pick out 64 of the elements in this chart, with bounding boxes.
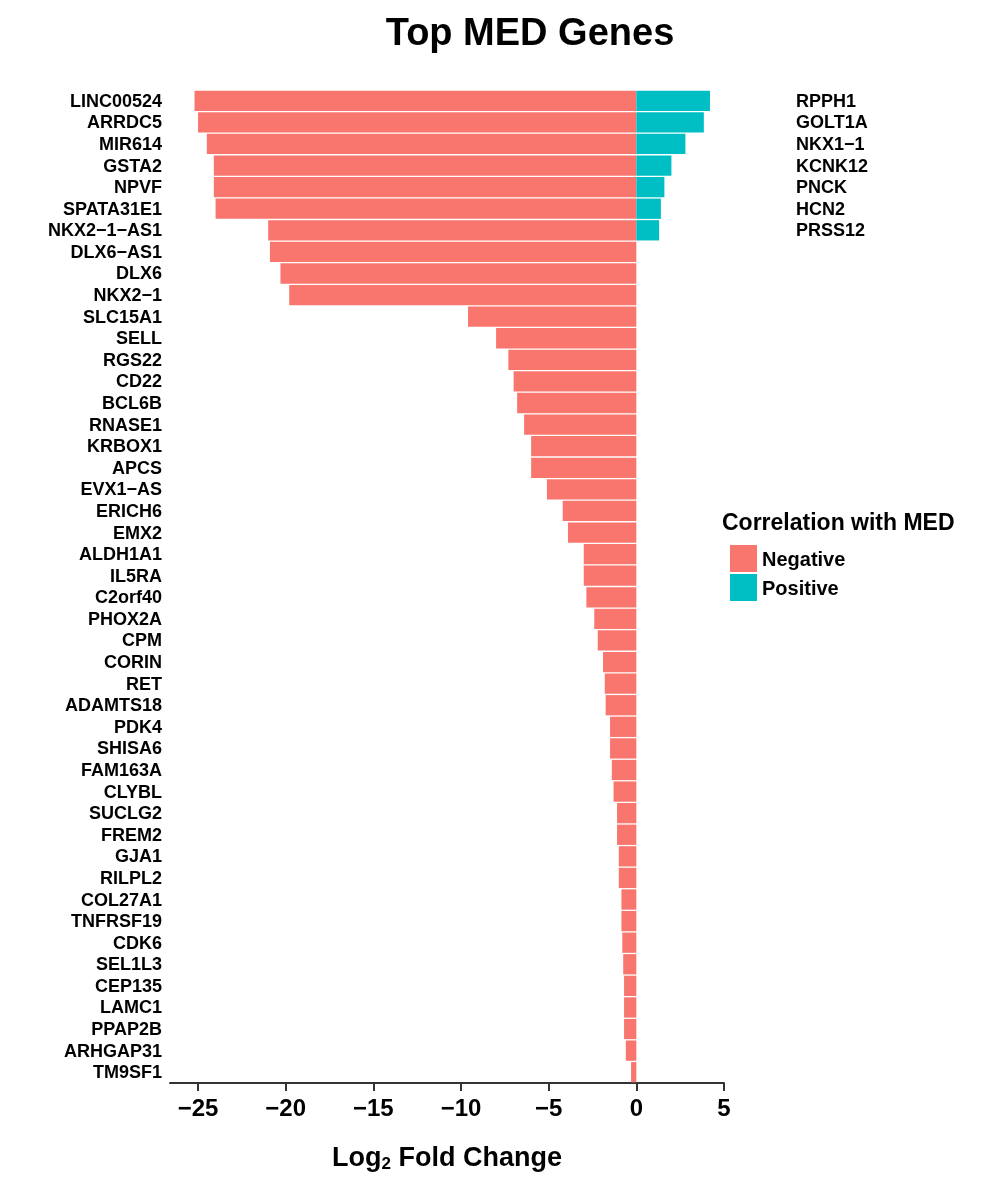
y2-tick-label: PNCK bbox=[796, 177, 848, 198]
y-tick-label: MIR614 bbox=[98, 133, 162, 154]
y-tick-label: ERICH6 bbox=[95, 500, 162, 521]
y-tick-label: NKX2−1−AS1 bbox=[47, 220, 162, 241]
y-tick-label: IL5RA bbox=[109, 565, 162, 586]
y-tick-label: NPVF bbox=[113, 177, 162, 198]
y2-tick-label: GOLT1A bbox=[796, 112, 868, 133]
y-tick-label: SHISA6 bbox=[96, 738, 162, 759]
y-tick-label: SELL bbox=[115, 328, 162, 349]
y-tick-label: GJA1 bbox=[114, 846, 162, 867]
y-tick-label: CEP135 bbox=[94, 975, 162, 996]
y-tick-label: LINC00524 bbox=[69, 90, 162, 111]
legend-title: Correlation with MED bbox=[722, 508, 955, 535]
y2-tick-label: PRSS12 bbox=[796, 220, 866, 241]
y-tick-label: DLX6−AS1 bbox=[70, 241, 162, 262]
x-tick-label: −15 bbox=[353, 1093, 394, 1121]
y-tick-label: PHOX2A bbox=[87, 608, 162, 629]
y-tick-label: RET bbox=[126, 673, 162, 694]
x-tick-label: −10 bbox=[440, 1093, 482, 1121]
x-tick-label: −25 bbox=[177, 1093, 219, 1121]
y-tick-label: ARRDC5 bbox=[86, 112, 162, 133]
y-tick-label: SEL1L3 bbox=[95, 954, 162, 975]
y-tick-label: ARHGAP31 bbox=[63, 1040, 162, 1061]
y-tick-label: C2orf40 bbox=[94, 587, 162, 608]
y-tick-label: KRBOX1 bbox=[86, 436, 162, 457]
y-tick-label: DLX6 bbox=[115, 263, 162, 284]
y2-tick-label: NKX1−1 bbox=[796, 133, 865, 154]
y-tick-label: GSTA2 bbox=[103, 155, 162, 176]
y-tick-label: FAM163A bbox=[80, 759, 162, 780]
y-tick-label: SPATA31E1 bbox=[62, 198, 162, 219]
y-tick-label: CORIN bbox=[104, 652, 162, 673]
y-tick-label: ALDH1A1 bbox=[78, 544, 162, 565]
y-tick-label: NKX2−1 bbox=[93, 285, 162, 306]
y-tick-label: RNASE1 bbox=[88, 414, 162, 435]
y-tick-label: LAMC1 bbox=[100, 997, 162, 1018]
y-tick-label: EMX2 bbox=[112, 522, 162, 543]
y-tick-label: CDK6 bbox=[112, 932, 162, 953]
y-tick-label: BCL6B bbox=[101, 393, 162, 414]
y-tick-label: FREM2 bbox=[100, 824, 162, 845]
y-tick-label: PPAP2B bbox=[91, 1019, 162, 1040]
y-tick-label: CLYBL bbox=[103, 781, 162, 802]
y-tick-label: COL27A1 bbox=[80, 889, 162, 910]
legend-label: Negative bbox=[762, 547, 846, 570]
x-tick-label: 5 bbox=[717, 1093, 731, 1121]
y-tick-label: CPM bbox=[122, 630, 162, 651]
x-tick-label: −20 bbox=[265, 1093, 307, 1121]
legend-label: Positive bbox=[762, 576, 839, 599]
y-tick-label: ADAMTS18 bbox=[64, 695, 162, 716]
y-tick-label: PDK4 bbox=[113, 716, 162, 737]
y2-tick-label: HCN2 bbox=[796, 198, 846, 219]
y-tick-label: RGS22 bbox=[102, 349, 162, 370]
y-tick-label: APCS bbox=[111, 457, 162, 478]
y-tick-label: SLC15A1 bbox=[82, 306, 162, 327]
chart-title: Top MED Genes bbox=[385, 11, 675, 53]
y-tick-label: TM9SF1 bbox=[92, 1062, 162, 1083]
y-tick-label: SUCLG2 bbox=[88, 803, 162, 824]
y2-tick-label: RPPH1 bbox=[796, 90, 857, 111]
y-tick-label: EVX1−AS bbox=[80, 479, 162, 500]
y-tick-label: CD22 bbox=[115, 371, 162, 392]
x-tick-label: −5 bbox=[535, 1093, 563, 1121]
y2-tick-label: KCNK12 bbox=[796, 155, 869, 176]
x-tick-label: 0 bbox=[629, 1093, 644, 1121]
y-tick-label: TNFRSF19 bbox=[70, 911, 162, 932]
y-tick-label: RILPL2 bbox=[99, 867, 162, 888]
